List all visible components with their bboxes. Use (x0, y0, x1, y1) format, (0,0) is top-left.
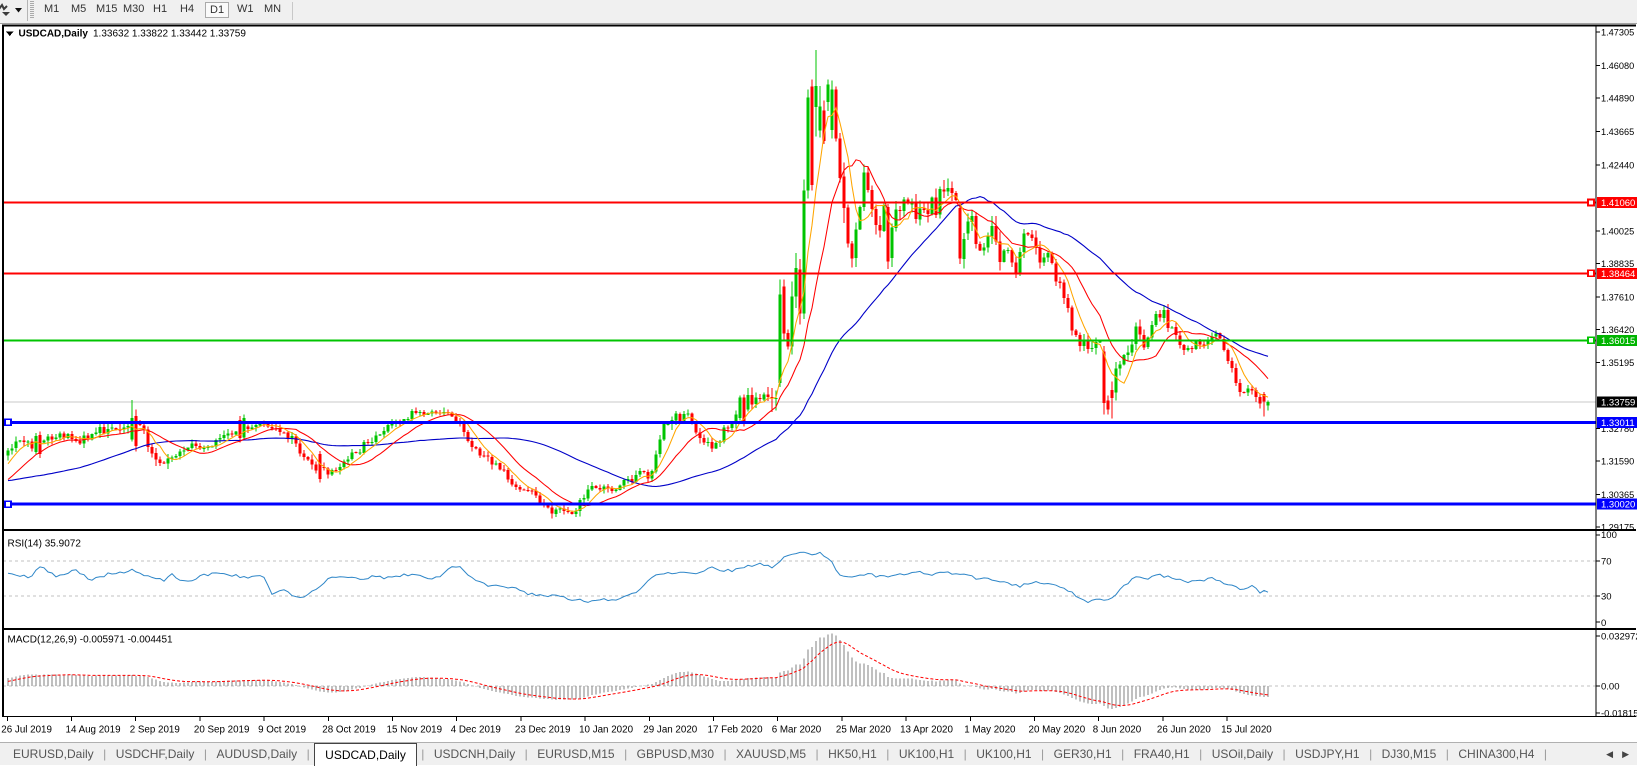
svg-text:1.30365: 1.30365 (1601, 490, 1634, 500)
svg-text:0.032972: 0.032972 (1601, 632, 1637, 643)
svg-text:29 Jan 2020: 29 Jan 2020 (643, 725, 697, 736)
svg-text:1.32780: 1.32780 (1601, 424, 1634, 434)
svg-text:2 Sep 2019: 2 Sep 2019 (130, 725, 180, 736)
svg-text:28 Oct 2019: 28 Oct 2019 (322, 725, 375, 736)
svg-text:17 Feb 2020: 17 Feb 2020 (708, 725, 764, 736)
svg-text:1.46080: 1.46080 (1601, 61, 1634, 71)
svg-text:1.36015: 1.36015 (1601, 336, 1635, 347)
svg-text:0: 0 (1601, 618, 1606, 629)
svg-text:1.38835: 1.38835 (1601, 259, 1634, 269)
svg-text:1.44890: 1.44890 (1601, 93, 1634, 103)
svg-text:1.35195: 1.35195 (1601, 358, 1634, 368)
svg-text:1.37610: 1.37610 (1601, 292, 1634, 302)
svg-text:1.33632 1.33822 1.33442 1.3375: 1.33632 1.33822 1.33442 1.33759 (93, 29, 246, 40)
svg-text:25 Mar 2020: 25 Mar 2020 (836, 725, 892, 736)
svg-text:10 Jan 2020: 10 Jan 2020 (579, 725, 633, 736)
svg-text:4 Dec 2019: 4 Dec 2019 (451, 725, 501, 736)
svg-text:20 Sep 2019: 20 Sep 2019 (194, 725, 250, 736)
svg-text:30: 30 (1601, 592, 1612, 603)
svg-text:1.38464: 1.38464 (1601, 269, 1635, 280)
svg-text:1.31590: 1.31590 (1601, 457, 1634, 467)
svg-text:1.33759: 1.33759 (1601, 398, 1635, 409)
svg-text:6 Mar 2020: 6 Mar 2020 (772, 725, 822, 736)
svg-text:1.47305: 1.47305 (1601, 27, 1634, 37)
svg-text:1.33011: 1.33011 (1601, 418, 1635, 429)
svg-text:15 Jul 2020: 15 Jul 2020 (1221, 725, 1272, 736)
svg-text:100: 100 (1601, 530, 1617, 541)
svg-text:1.41060: 1.41060 (1601, 198, 1635, 209)
svg-text:MACD(12,26,9) -0.005971 -0.004: MACD(12,26,9) -0.005971 -0.004451 (8, 635, 174, 646)
svg-text:13 Apr 2020: 13 Apr 2020 (900, 725, 953, 736)
svg-text:1.29175: 1.29175 (1601, 523, 1634, 533)
svg-text:8 Jun 2020: 8 Jun 2020 (1093, 725, 1142, 736)
svg-text:RSI(14) 35.9072: RSI(14) 35.9072 (8, 539, 82, 550)
svg-text:20 May 2020: 20 May 2020 (1029, 725, 1086, 736)
svg-text:USDCAD,Daily: USDCAD,Daily (19, 29, 89, 40)
svg-text:14 Aug 2019: 14 Aug 2019 (66, 725, 121, 736)
svg-text:23 Dec 2019: 23 Dec 2019 (515, 725, 571, 736)
svg-text:70: 70 (1601, 557, 1612, 568)
svg-text:15 Nov 2019: 15 Nov 2019 (387, 725, 443, 736)
svg-text:0.00: 0.00 (1601, 682, 1620, 693)
svg-text:1.43665: 1.43665 (1601, 127, 1634, 137)
svg-text:26 Jun 2020: 26 Jun 2020 (1157, 725, 1211, 736)
svg-text:1.30020: 1.30020 (1601, 500, 1635, 511)
svg-text:1.40025: 1.40025 (1601, 226, 1634, 236)
svg-text:1.42440: 1.42440 (1601, 160, 1634, 170)
svg-text:9 Oct 2019: 9 Oct 2019 (258, 725, 306, 736)
svg-text:26 Jul 2019: 26 Jul 2019 (1, 725, 52, 736)
svg-text:1.36420: 1.36420 (1601, 325, 1634, 335)
svg-text:-0.018154: -0.018154 (1601, 709, 1637, 720)
svg-text:1 May 2020: 1 May 2020 (964, 725, 1016, 736)
